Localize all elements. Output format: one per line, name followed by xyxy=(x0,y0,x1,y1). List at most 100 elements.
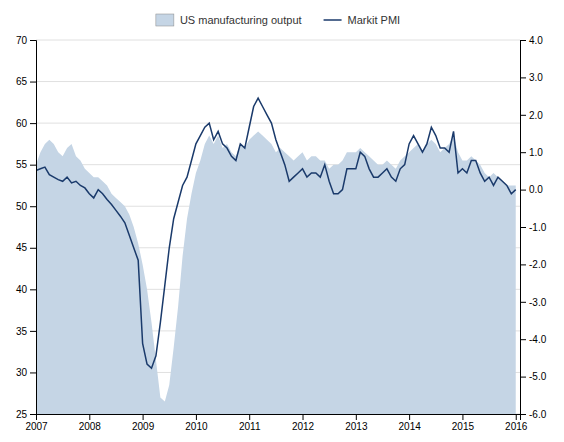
tick-mark xyxy=(143,414,144,420)
tick: 65 xyxy=(16,76,36,87)
tick: 2015 xyxy=(452,414,475,432)
tick-mark xyxy=(520,152,526,153)
tick: 2.0 xyxy=(520,110,543,121)
y2-axis: -6.0 -5.0 -4.0 -3.0 -2.0 -1.0 0.0 1.0 2.0 3.0 4.0 xyxy=(520,35,547,420)
tick: 1.0 xyxy=(520,147,543,158)
tick-mark xyxy=(89,414,90,420)
tick-mark xyxy=(30,206,36,207)
tick-mark xyxy=(30,372,36,373)
tick-mark xyxy=(30,414,36,415)
tick-label: 35 xyxy=(16,326,28,337)
tick: 35 xyxy=(16,326,36,337)
axis-line xyxy=(37,415,521,421)
tick-label: 2011 xyxy=(239,421,261,432)
tick: 0.0 xyxy=(520,184,543,195)
tick-label: 70 xyxy=(16,35,28,46)
tick-mark xyxy=(356,414,357,420)
tick: 2009 xyxy=(132,414,155,432)
tick: 2014 xyxy=(399,414,422,432)
tick-mark xyxy=(520,377,526,378)
tick-label: -5.0 xyxy=(529,371,547,382)
tick-mark xyxy=(520,264,526,265)
tick-label: 1.0 xyxy=(529,147,543,158)
y-axis: 25 30 35 40 45 50 55 60 65 70 xyxy=(16,35,37,420)
tick: 2007 xyxy=(25,414,48,432)
line xyxy=(36,98,516,368)
tick-label: 4.0 xyxy=(529,35,543,46)
tick: 45 xyxy=(16,242,36,253)
tick: 2013 xyxy=(345,414,368,432)
grid-line xyxy=(36,81,520,82)
tick: 2012 xyxy=(292,414,315,432)
tick: 3.0 xyxy=(520,72,543,83)
tick: 60 xyxy=(16,118,36,129)
tick-label: 50 xyxy=(16,201,28,212)
legend: US manufacturing output Markit PMI xyxy=(156,14,400,26)
tick-mark xyxy=(30,123,36,124)
tick: 2010 xyxy=(185,414,208,432)
legend-item: Markit PMI xyxy=(324,14,401,26)
tick-mark xyxy=(520,190,526,191)
legend-label: Markit PMI xyxy=(348,14,401,26)
tick-mark xyxy=(462,414,463,420)
tick: -6.0 xyxy=(520,409,547,420)
tick-label: -4.0 xyxy=(529,334,547,345)
tick-mark xyxy=(303,414,304,420)
tick-mark xyxy=(520,40,526,41)
tick: 40 xyxy=(16,284,36,295)
tick-label: 2009 xyxy=(132,421,155,432)
tick-label: 40 xyxy=(16,284,28,295)
tick-label: 2007 xyxy=(25,421,48,432)
tick-mark xyxy=(409,414,410,420)
legend-label: US manufacturing output xyxy=(180,14,302,26)
tick-label: 45 xyxy=(16,242,28,253)
tick: 25 xyxy=(16,409,36,420)
tick-label: 0.0 xyxy=(529,184,543,195)
tick-label: 2008 xyxy=(79,421,102,432)
tick-label: 2014 xyxy=(399,421,422,432)
tick: -3.0 xyxy=(520,297,547,308)
tick-mark xyxy=(249,414,250,420)
tick-label: -6.0 xyxy=(529,409,547,420)
tick-mark xyxy=(196,414,197,420)
chart: 2007 2008 2009 2010 2011 2012 2013 2014 2015 2016… xyxy=(0,0,564,442)
tick: 2008 xyxy=(79,414,102,432)
tick-label: 2015 xyxy=(452,421,475,432)
tick-mark xyxy=(520,227,526,228)
tick: 30 xyxy=(16,367,36,378)
tick-label: 2013 xyxy=(345,421,368,432)
tick: -5.0 xyxy=(520,371,547,382)
tick-label: 3.0 xyxy=(529,72,543,83)
tick: 2011 xyxy=(239,414,261,432)
tick-mark xyxy=(520,302,526,303)
tick-label: 60 xyxy=(16,118,28,129)
grid-line xyxy=(36,123,520,124)
chart-container: 2007 2008 2009 2010 2011 2012 2013 2014 2015 2016… xyxy=(0,0,564,442)
tick-mark xyxy=(30,289,36,290)
axis-line xyxy=(30,41,37,415)
tick-mark xyxy=(30,40,36,41)
grid xyxy=(36,40,520,414)
tick-mark xyxy=(520,115,526,116)
tick-label: 2010 xyxy=(185,421,208,432)
area xyxy=(36,131,516,414)
tick: 70 xyxy=(16,35,36,46)
tick-mark xyxy=(520,77,526,78)
tick-label: 2012 xyxy=(292,421,315,432)
tick-mark xyxy=(30,331,36,332)
tick-label: -3.0 xyxy=(529,297,547,308)
legend-swatch xyxy=(156,14,174,26)
tick-label: 55 xyxy=(16,159,28,170)
tick: -1.0 xyxy=(520,222,547,233)
tick-mark xyxy=(516,414,517,420)
tick: 50 xyxy=(16,201,36,212)
tick: 55 xyxy=(16,159,36,170)
tick-label: 2.0 xyxy=(529,110,543,121)
x-axis: 2007 2008 2009 2010 2011 2012 2013 2014 2015 2016 xyxy=(25,414,527,432)
tick-mark xyxy=(30,82,36,83)
tick-label: -2.0 xyxy=(529,259,547,270)
tick-mark xyxy=(30,248,36,249)
tick: 2016 xyxy=(505,414,528,432)
plot-area xyxy=(36,98,516,414)
tick: 4.0 xyxy=(520,35,543,46)
